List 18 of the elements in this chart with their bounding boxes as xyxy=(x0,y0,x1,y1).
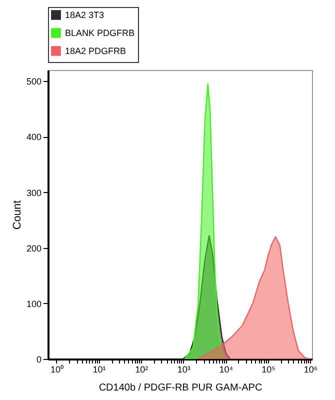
y-axis-title: Count xyxy=(11,200,24,230)
y-tick-label: 300 xyxy=(26,188,42,198)
x-tick-label: 10⁶ xyxy=(304,364,318,374)
y-tick-label: 100 xyxy=(26,298,42,309)
y-tick-label: 0 xyxy=(36,354,42,364)
x-tick-label: 10⁴ xyxy=(219,364,234,374)
legend-label: BLANK PDGFRB xyxy=(65,28,135,38)
x-tick-label: 10¹ xyxy=(92,364,106,374)
y-tick-label: 200 xyxy=(26,243,42,254)
y-tick-label: 400 xyxy=(26,132,42,142)
x-tick-label: 10³ xyxy=(177,364,190,374)
legend-label: 18A2 PDGFRB xyxy=(65,46,126,56)
y-tick-label: 500 xyxy=(26,76,42,87)
x-tick-label: 10² xyxy=(135,364,148,374)
x-axis-title: CD140b / PDGF-RB PUR GAM-APC xyxy=(98,382,262,394)
x-tick-label: 10⁰ xyxy=(50,364,64,374)
legend-label: 18A2 3T3 xyxy=(65,10,104,20)
x-tick-label: 10⁵ xyxy=(262,364,276,374)
